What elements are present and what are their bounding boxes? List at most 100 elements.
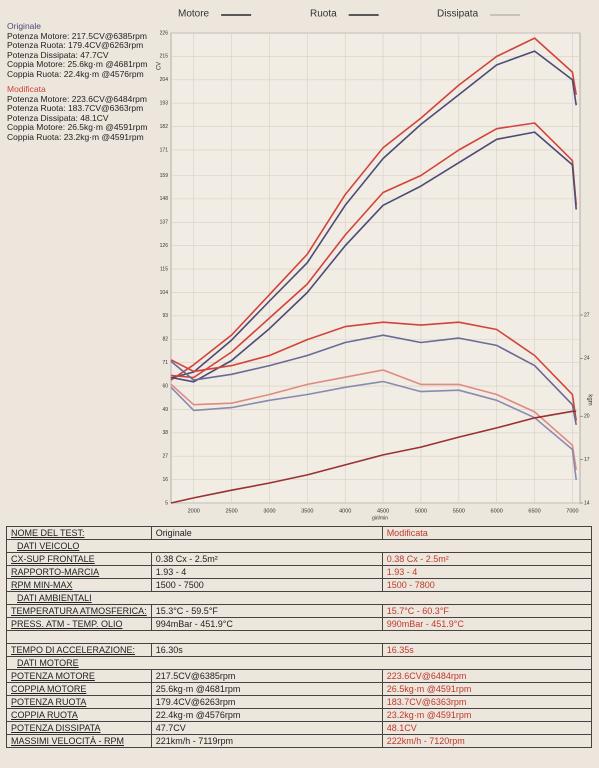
table-row: DATI VEICOLO — [6, 539, 592, 553]
table-cell: 223.6CV@6484rpm — [381, 669, 593, 683]
y-tick-label: 5 — [165, 500, 168, 506]
summary-line: Potenza Dissipata: 47.7CV — [7, 49, 109, 60]
summary-line: Coppia Ruota: 22.4kg·m @4576rpm — [7, 68, 144, 79]
y-tick-label: 49 — [162, 407, 168, 413]
table-cell: 1500 - 7500 — [150, 578, 383, 592]
summary-line: Potenza Motore: 223.6CV@6484rpm — [7, 93, 147, 104]
y-tick-label: 71 — [162, 360, 168, 366]
table-cell: NOME DEL TEST: — [6, 526, 152, 540]
table-cell: 1.93 - 4 — [150, 565, 383, 579]
table-cell: 0.38 Cx - 2.5m² — [150, 552, 383, 566]
chart: CV kgm giri/min 5 16 27 38 49 60 71 82 93 104 115 1… — [157, 9, 593, 522]
y-tick-label: 126 — [160, 243, 169, 249]
y-tick-label: 215 — [160, 54, 169, 60]
summary-line: Coppia Ruota: 23.2kg·m @4591rpm — [7, 131, 144, 142]
y-tick-label: 193 — [160, 101, 169, 107]
y-tick-label: 60 — [162, 383, 168, 389]
y2-tick-label: 24 — [584, 356, 590, 362]
table-cell: 994mBar - 451.9°C — [150, 617, 383, 631]
table-row: POTENZA DISSIPATA 47.7CV 48.1CV — [6, 721, 593, 735]
x-tick-label: 5500 — [453, 508, 465, 514]
y-tick-label: 93 — [162, 313, 168, 319]
y-tick-label: 204 — [160, 77, 169, 83]
summary-title: Modificata — [7, 84, 46, 94]
summary-block: Originale Potenza Motore: 217.5CV@6385rpm… — [7, 21, 148, 79]
table-section: DATI MOTORE — [6, 656, 592, 670]
table-cell: 48.1CV — [381, 721, 593, 735]
y-tick-label: 171 — [160, 147, 169, 153]
table-row: DATI MOTORE — [6, 656, 592, 670]
series-line — [170, 50, 577, 379]
x-axis-label: giri/min — [372, 515, 388, 521]
y-tick-label: 137 — [160, 220, 169, 226]
table-row: TEMPERATURA ATMOSFERICA: 15.3°C - 59.5°F 1… — [6, 604, 593, 618]
table-cell: TEMPERATURA ATMOSFERICA: — [6, 604, 152, 618]
y-tick-label: 226 — [160, 30, 169, 36]
series-line — [170, 131, 577, 383]
y-axis-label: CV — [157, 62, 163, 70]
y2-tick-label: 27 — [584, 312, 590, 318]
table-row-spacer — [6, 630, 592, 644]
table-cell: 222km/h - 7120rpm — [381, 734, 593, 748]
y-tick-label: 148 — [160, 196, 169, 202]
table-cell: 183.7CV@6363rpm — [381, 695, 593, 709]
table-cell: 15.3°C - 59.5°F — [150, 604, 383, 618]
y2-tick-label: 17 — [584, 457, 590, 463]
table-cell: RPM MIN-MAX — [6, 578, 152, 592]
table-cell: PRESS. ATM - TEMP. OLIO — [6, 617, 152, 631]
table-cell: 221km/h - 7119rpm — [150, 734, 383, 748]
x-tick-label: 3000 — [263, 508, 275, 514]
table-row: NOME DEL TEST: Originale Modificata — [6, 526, 593, 540]
table-row: COPPIA MOTORE 25.6kg·m @4681rpm 26.5kg·m @… — [6, 682, 593, 696]
table-row: RAPPORTO-MARCIA 1.93 - 4 1.93 - 4 — [6, 565, 593, 579]
table-cell: 990mBar - 451.9°C — [381, 617, 593, 631]
table-row: POTENZA MOTORE 217.5CV@6385rpm 223.6CV@648… — [6, 669, 593, 683]
y2-tick-label: 14 — [584, 500, 590, 506]
table-section: DATI VEICOLO — [6, 539, 592, 553]
summary: Originale Potenza Motore: 217.5CV@6385rpm… — [7, 21, 148, 148]
y-tick-label: 38 — [162, 430, 168, 436]
y-tick-label: 115 — [160, 266, 168, 272]
table-row: MASSIMI VELOCITÀ - RPM 221km/h - 7119rpm 2… — [6, 734, 593, 748]
y-tick-label: 82 — [162, 337, 168, 343]
summary-line: Potenza Ruota: 179.4CV@6263rpm — [7, 40, 144, 50]
table-row: PRESS. ATM - TEMP. OLIO 994mBar - 451.9°C… — [6, 617, 593, 631]
x-tick-label: 2500 — [225, 508, 237, 514]
table-cell: 22.4kg·m @4576rpm — [150, 708, 383, 722]
table-row: TEMPO DI ACCELERAZIONE: 16.30s 16.35s — [6, 643, 593, 657]
series-line — [170, 369, 577, 470]
table-row: CX-SUP FRONTALE 0.38 Cx - 2.5m² 0.38 Cx - … — [6, 552, 593, 566]
table-row: RPM MIN-MAX 1500 - 7500 1500 - 7800 — [6, 578, 593, 592]
table-cell: 47.7CV — [150, 721, 383, 735]
x-tick-label: 2000 — [188, 508, 200, 514]
plot-area — [170, 32, 581, 504]
table-cell: 179.4CV@6263rpm — [150, 695, 383, 709]
y-tick-label: 182 — [160, 124, 169, 130]
summary-line: Potenza Dissipata: 48.1CV — [7, 112, 109, 123]
summary-line: Potenza Ruota: 183.7CV@6363rpm — [7, 103, 144, 113]
table-cell: 25.6kg·m @4681rpm — [150, 682, 383, 696]
table-section: DATI AMBIENTALI — [6, 591, 592, 605]
x-tick-label: 3500 — [301, 508, 313, 514]
table-cell: Modificata — [381, 526, 593, 540]
summary-line: Coppia Motore: 25.6kg·m @4681rpm — [7, 59, 148, 69]
table-row: POTENZA RUOTA 179.4CV@6263rpm 183.7CV@6363… — [6, 695, 593, 709]
series-line — [170, 37, 577, 381]
table-cell: POTENZA DISSIPATA — [6, 721, 152, 735]
summary-block: Modificata Potenza Motore: 223.6CV@6484rp… — [7, 84, 147, 142]
table-cell: 1500 - 7800 — [381, 578, 593, 592]
table-cell: RAPPORTO-MARCIA — [6, 565, 152, 579]
table-cell: POTENZA MOTORE — [6, 669, 152, 683]
table-cell: CX-SUP FRONTALE — [6, 552, 152, 566]
table-cell: MASSIMI VELOCITÀ - RPM — [6, 734, 152, 748]
x-tick-label: 5000 — [415, 508, 427, 514]
y-tick-label: 27 — [162, 454, 168, 460]
series-line — [170, 321, 577, 421]
test-table: NOME DEL TEST: Originale Modificata DATI VE… — [6, 526, 593, 748]
summary-line: Potenza Motore: 217.5CV@6385rpm — [7, 30, 147, 41]
table-cell: 1.93 - 4 — [381, 565, 593, 579]
summary-title: Originale — [7, 21, 42, 31]
series-line — [170, 122, 577, 379]
series-line — [170, 410, 577, 504]
